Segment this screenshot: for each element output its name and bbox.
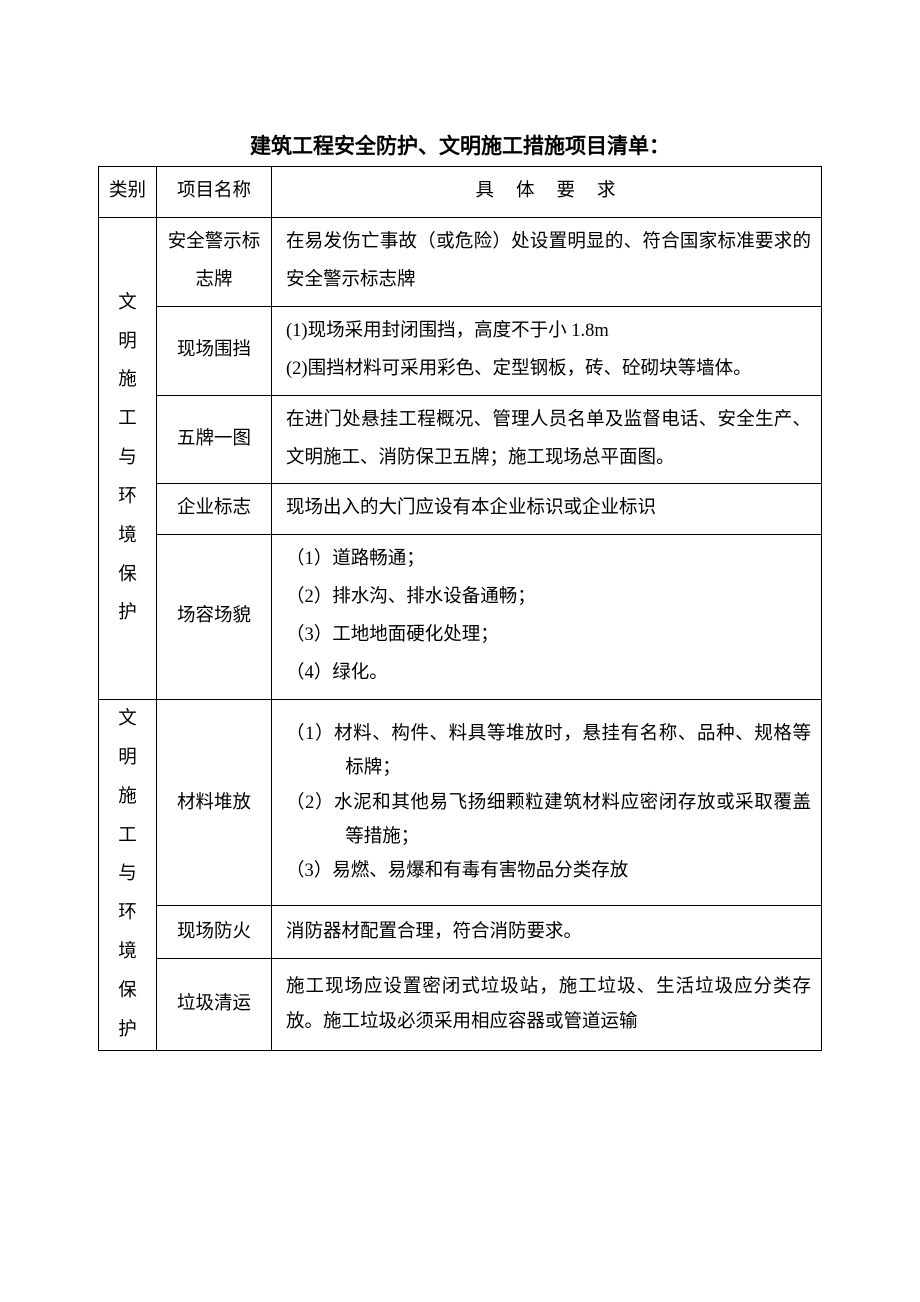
requirement-cell: 在易发伤亡事故（或危险）处设置明显的、符合国家标准要求的安全警示标志牌 (272, 217, 822, 306)
requirement-cell: 施工现场应设置密闭式垃圾站，施工垃圾、生活垃圾应分类存放。施工垃圾必须采用相应容… (272, 959, 822, 1050)
table-row: 场容场貌（1）道路畅通；（2）排水沟、排水设备通畅；（3）工地地面硬化处理；（4… (99, 535, 822, 700)
item-name-cell: 企业标志 (157, 484, 272, 535)
requirement-line: 在易发伤亡事故（或危险）处设置明显的、符合国家标准要求的安全警示标志牌 (286, 224, 811, 300)
requirement-cell: 消防器材配置合理，符合消防要求。 (272, 906, 822, 959)
table-row: 现场防火消防器材配置合理，符合消防要求。 (99, 906, 822, 959)
requirements-table: 类别项目名称具体要求文明施工与环境保护安全警示标志牌在易发伤亡事故（或危险）处设… (98, 166, 822, 1051)
requirement-cell: （1）道路畅通；（2）排水沟、排水设备通畅；（3）工地地面硬化处理；（4）绿化。 (272, 535, 822, 700)
item-name-cell: 安全警示标志牌 (157, 217, 272, 306)
requirement-cell: 在进门处悬挂工程概况、管理人员名单及监督电话、安全生产、文明施工、消防保卫五牌；… (272, 395, 822, 484)
item-name-cell: 场容场貌 (157, 535, 272, 700)
requirement-line: （2）水泥和其他易飞扬细颗粒建筑材料应密闭存放或采取覆盖等措施； (286, 786, 811, 854)
requirement-line: （3）工地地面硬化处理； (286, 617, 811, 655)
table-row: 现场围挡(1)现场采用封闭围挡，高度不于小 1.8m(2)围挡材料可采用彩色、定… (99, 306, 822, 395)
header-name: 项目名称 (157, 167, 272, 218)
table-row: 文明施工与环境保护材料堆放（1）材料、构件、料具等堆放时，悬挂有名称、品种、规格… (99, 700, 822, 906)
header-requirement: 具体要求 (272, 167, 822, 218)
requirement-line: （1）材料、构件、料具等堆放时，悬挂有名称、品种、规格等标牌； (286, 717, 811, 785)
category-label: 文明施工与环境保护 (103, 700, 152, 1050)
item-name-cell: 垃圾清运 (157, 959, 272, 1050)
header-category: 类别 (99, 167, 157, 218)
table-row: 垃圾清运施工现场应设置密闭式垃圾站，施工垃圾、生活垃圾应分类存放。施工垃圾必须采… (99, 959, 822, 1050)
category-cell: 文明施工与环境保护 (99, 700, 157, 1051)
table-row: 五牌一图在进门处悬挂工程概况、管理人员名单及监督电话、安全生产、文明施工、消防保… (99, 395, 822, 484)
requirement-line: （3）易燃、易爆和有毒有害物品分类存放 (286, 854, 811, 888)
requirement-line: （2）排水沟、排水设备通畅； (286, 579, 811, 617)
requirement-line: （1）道路畅通； (286, 541, 811, 579)
requirement-line: 现场出入的大门应设有本企业标识或企业标识 (286, 490, 811, 528)
table-row: 文明施工与环境保护安全警示标志牌在易发伤亡事故（或危险）处设置明显的、符合国家标… (99, 217, 822, 306)
item-name-cell: 现场防火 (157, 906, 272, 959)
requirement-cell: 现场出入的大门应设有本企业标识或企业标识 (272, 484, 822, 535)
item-name-cell: 材料堆放 (157, 700, 272, 906)
requirement-cell: （1）材料、构件、料具等堆放时，悬挂有名称、品种、规格等标牌；（2）水泥和其他易… (272, 700, 822, 906)
requirement-cell: (1)现场采用封闭围挡，高度不于小 1.8m(2)围挡材料可采用彩色、定型钢板，… (272, 306, 822, 395)
table-row: 企业标志现场出入的大门应设有本企业标识或企业标识 (99, 484, 822, 535)
requirement-line: (2)围挡材料可采用彩色、定型钢板，砖、砼砌块等墙体。 (286, 351, 811, 389)
requirement-line: （4）绿化。 (286, 655, 811, 693)
item-name-cell: 现场围挡 (157, 306, 272, 395)
page-title: 建筑工程安全防护、文明施工措施项目清单： (98, 130, 822, 160)
category-label: 文明施工与环境保护 (103, 284, 152, 634)
item-name-cell: 五牌一图 (157, 395, 272, 484)
requirement-line: 消防器材配置合理，符合消防要求。 (286, 915, 811, 949)
requirement-line: (1)现场采用封闭围挡，高度不于小 1.8m (286, 313, 811, 351)
requirement-line: 在进门处悬挂工程概况、管理人员名单及监督电话、安全生产、文明施工、消防保卫五牌；… (286, 402, 811, 478)
category-cell: 文明施工与环境保护 (99, 217, 157, 699)
requirement-line: 施工现场应设置密闭式垃圾站，施工垃圾、生活垃圾应分类存放。施工垃圾必须采用相应容… (286, 970, 811, 1038)
